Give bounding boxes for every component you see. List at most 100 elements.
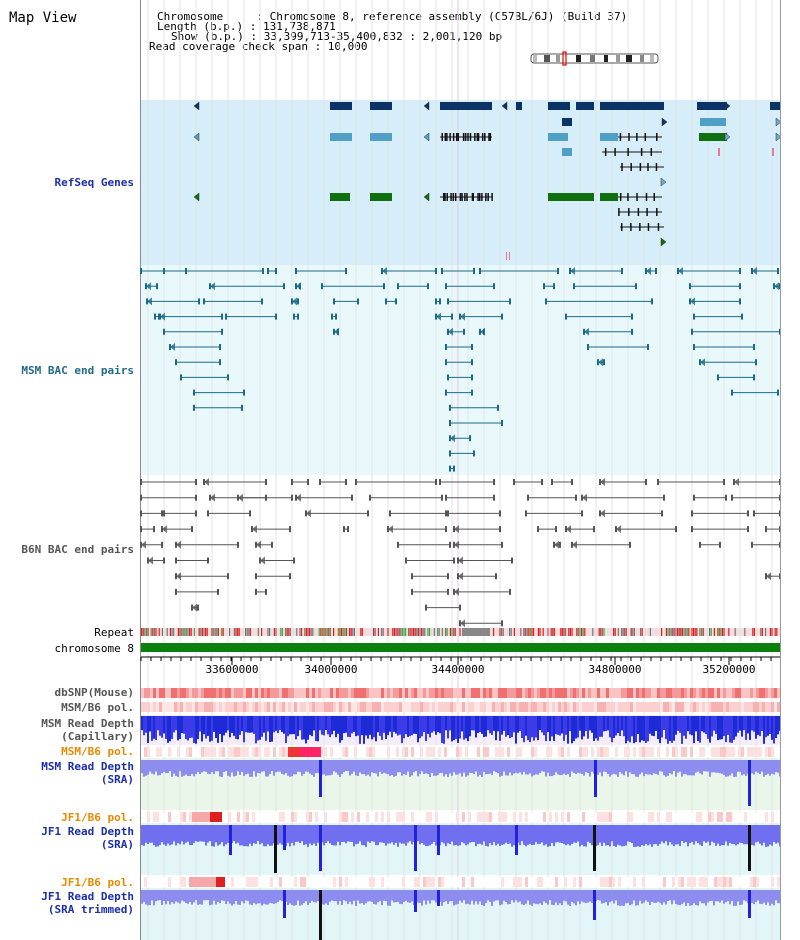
dbsnp-cell [699, 688, 702, 698]
dbsnp-cell [279, 688, 282, 698]
msm-sra-depth [481, 760, 483, 777]
repeat-mark [568, 628, 570, 636]
msm-cap-depth-bar [487, 716, 489, 731]
msm-bac-pair-end [741, 313, 743, 320]
dbsnp-cell [696, 688, 699, 698]
msm-bac-pair-end [297, 313, 299, 320]
msm-pol2-cell [159, 747, 162, 757]
msm-cap-depth-bar [623, 716, 625, 737]
msm-cap-depth-bar [705, 716, 707, 735]
msm-cap-depth-bar [625, 716, 627, 744]
msm-pol2-cell [183, 747, 186, 757]
msm-bac-pair-end [385, 298, 387, 305]
track-label-msm-pol-2[interactable]: MSM/B6 pol. [61, 745, 134, 758]
msm-sra-depth [721, 760, 723, 774]
b6n-bac-pair-end [195, 494, 197, 501]
repeat-mark [577, 628, 579, 636]
dbsnp-cell [489, 688, 492, 698]
jf1-trim-depth [279, 890, 281, 901]
gene-exon [656, 133, 658, 141]
repeat-mark [145, 628, 147, 636]
repeat-mark [584, 628, 586, 636]
repeat-mark [713, 628, 715, 636]
msm-pol2-cell [414, 747, 417, 757]
jf1-pol1-cell [162, 812, 165, 822]
jf1-pol1-cell [171, 812, 174, 822]
gene-exon [444, 193, 446, 201]
repeat-mark [613, 628, 615, 636]
msm-pol-cell [678, 702, 681, 712]
jf1-pol1-cell [624, 812, 627, 822]
jf1-pol1-cell [294, 812, 297, 822]
jf1-pol1-cell [711, 812, 714, 822]
track-label-msm-bac[interactable]: MSM BAC end pairs [21, 364, 134, 377]
track-label-msm-depth-capillary[interactable]: MSM Read Depth [41, 717, 134, 730]
track-label-refseq[interactable]: RefSeq Genes [54, 176, 134, 189]
msm-cap-depth-bar [583, 716, 585, 737]
msm-sra-depth [337, 760, 339, 775]
jf1-pol1-cell [204, 812, 207, 822]
msm-sra-depth [437, 760, 439, 776]
jf1-sra-depth [677, 825, 679, 845]
track-label-repeat[interactable]: Repeat [94, 626, 134, 639]
jf1-trim-depth [407, 890, 409, 903]
jf1-pol2-cell [576, 877, 579, 887]
track-label-b6n-bac[interactable]: B6N BAC end pairs [21, 543, 134, 556]
dbsnp-cell [474, 688, 477, 698]
b6n-bac-pair-arrow [572, 540, 577, 549]
msm-pol-cell [186, 702, 189, 712]
msm-cap-depth-bar [415, 716, 417, 734]
msm-bac-pair-arrow [448, 327, 453, 336]
repeat-mark [550, 628, 552, 636]
jf1-pol2-cell [294, 877, 297, 887]
msm-cap-depth-bar [727, 716, 729, 735]
dbsnp-cell [357, 688, 360, 698]
jf1-sra-depth [557, 825, 559, 842]
msm-sra-depth [547, 760, 549, 773]
jf1-sra-depth [257, 825, 259, 842]
jf1-pol2-cell [606, 877, 609, 887]
jf1-trim-depth [767, 890, 769, 903]
track-label-msm-pol-1[interactable]: MSM/B6 pol. [61, 701, 134, 714]
msm-cap-depth-bar [749, 716, 751, 740]
gene-block [548, 193, 594, 201]
jf1-sra-depth [309, 825, 311, 844]
msm-pol-cell [276, 702, 279, 712]
msm-cap-depth-bar [587, 716, 589, 739]
track-label-msm-depth-sra[interactable]: MSM Read Depth [41, 760, 134, 773]
jf1-trim-depth [637, 890, 639, 906]
msm-pol2-cell [663, 747, 666, 757]
msm-pol-cell [555, 702, 558, 712]
msm-sra-depth [495, 760, 497, 773]
msm-pol-cell [426, 702, 429, 712]
jf1-pol1-cell [576, 812, 579, 822]
jf1-sra-depth [633, 825, 635, 847]
jf1-sra-depth [587, 825, 589, 842]
msm-sra-depth [353, 760, 355, 772]
track-label-jf1-pol-2[interactable]: JF1/B6 pol. [61, 876, 134, 889]
ideogram-band [556, 55, 560, 62]
dbsnp-cell [471, 688, 474, 698]
track-label-jf1-depth-trimmed[interactable]: JF1 Read Depth [41, 890, 134, 903]
jf1-sra-depth [279, 825, 281, 844]
jf1-trim-depth [501, 890, 503, 905]
jf1-pol1-cell [378, 812, 381, 822]
msm-pol-cell [480, 702, 483, 712]
jf1-trim-depth [191, 890, 193, 905]
msm-sra-depth [511, 760, 513, 776]
track-label-jf1-depth-sra[interactable]: JF1 Read Depth [41, 825, 134, 838]
msm-cap-depth-bar [467, 716, 469, 742]
jf1-pol1-cell [621, 812, 624, 822]
track-label-jf1-pol-1[interactable]: JF1/B6 pol. [61, 811, 134, 824]
jf1-sra-depth [701, 825, 703, 846]
track-label-dbsnp[interactable]: dbSNP(Mouse) [54, 686, 134, 699]
msm-pol2-cell [168, 747, 171, 757]
jf1-pol1-cell [360, 812, 363, 822]
jf1-sra-depth [717, 825, 719, 844]
repeat-mark [409, 628, 411, 636]
gene-arrow [193, 192, 200, 202]
jf1-pol1-cell [642, 812, 645, 822]
jf1-trim-depth [343, 890, 345, 901]
b6n-bac-pair-end [441, 494, 443, 501]
